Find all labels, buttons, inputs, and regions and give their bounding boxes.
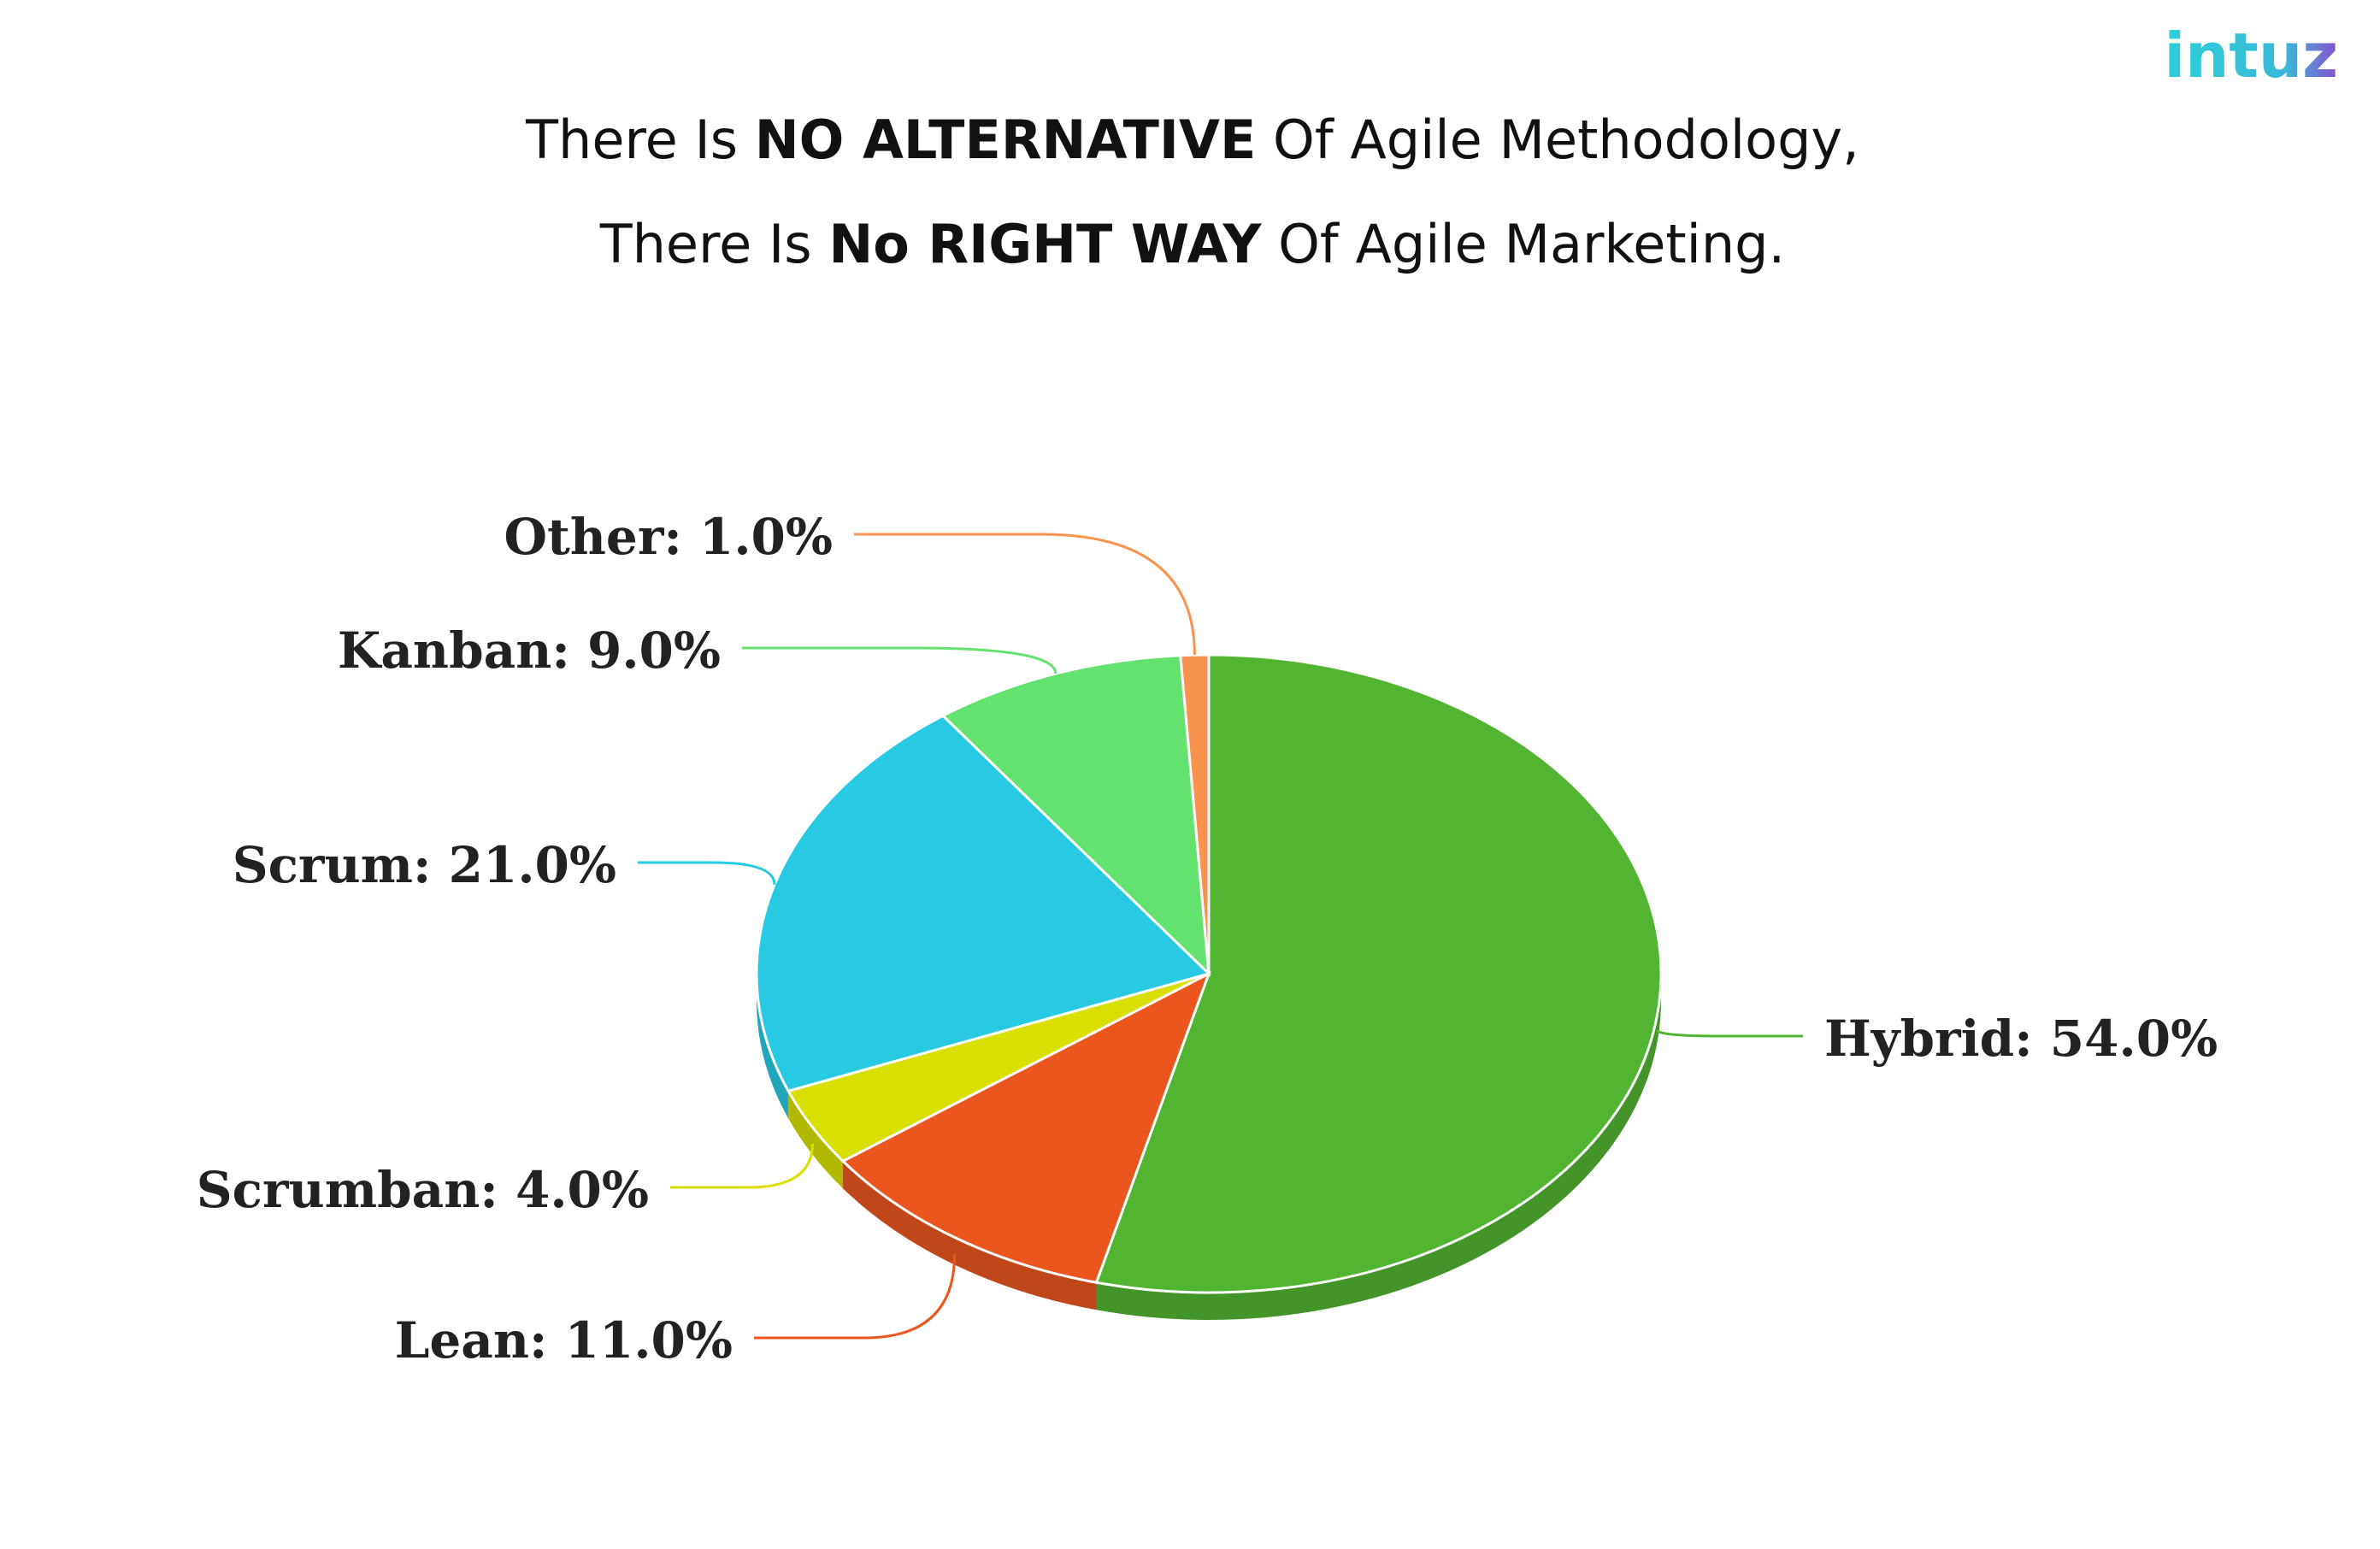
pie-sides (757, 974, 1661, 1321)
title-text: Of Agile Methodology, (1256, 109, 1859, 171)
data-label: Lean: 11.0% (395, 1311, 733, 1369)
title-text: There Is (525, 109, 755, 171)
leader-line (854, 533, 1196, 656)
logo: intuz (2164, 20, 2338, 91)
title: There Is NO ALTERNATIVE Of Agile Methodo… (525, 109, 1859, 275)
title-bold: NO ALTERNATIVE (755, 109, 1257, 171)
data-label: Hybrid: 54.0% (1824, 1010, 2218, 1068)
title-line: There Is NO ALTERNATIVE Of Agile Methodo… (525, 109, 1859, 171)
leader-line (1656, 1029, 1803, 1038)
data-label: Scrumban: 4.0% (197, 1161, 649, 1219)
pie (755, 653, 1663, 1294)
title-text: There Is (599, 213, 829, 275)
leader-line (742, 646, 1057, 674)
data-label: Other: 1.0% (504, 508, 833, 566)
slice (940, 654, 1211, 977)
data-label: Kanban: 9.0% (338, 621, 721, 680)
slice-side (788, 1091, 844, 1189)
slice-side (843, 1161, 1097, 1310)
slice (755, 714, 1211, 1093)
title-text: Of Agile Marketing. (1261, 213, 1785, 275)
slice-side (757, 974, 789, 1119)
title-line: There Is No RIGHT WAY Of Agile Marketing… (599, 213, 1786, 275)
slice (1094, 653, 1663, 1294)
leader-line (638, 861, 776, 886)
title-bold: No RIGHT WAY (828, 213, 1262, 275)
data-label: Scrum: 21.0% (233, 836, 616, 894)
labels: Hybrid: 54.0% Lean: 11.0% Scrumban: 4.0% Sc… (197, 508, 2218, 1369)
leader-line (670, 1143, 814, 1189)
leader-line (754, 1253, 957, 1340)
slice (840, 970, 1211, 1284)
